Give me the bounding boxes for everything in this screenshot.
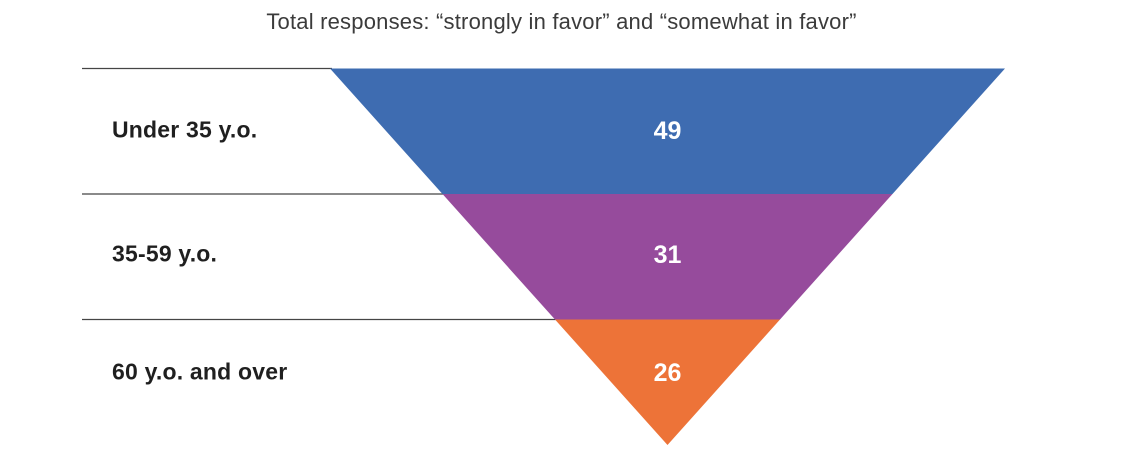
segment-value-35-59: 31 xyxy=(654,241,682,269)
segment-value-under-35: 49 xyxy=(654,117,682,145)
funnel-segment-60-over xyxy=(555,319,780,445)
category-label-35-59: 35-59 y.o. xyxy=(112,240,218,267)
chart-title: Total responses: “strongly in favor” and… xyxy=(266,9,857,34)
funnel-segment-under-35 xyxy=(330,68,1005,194)
funnel-segment-35-59 xyxy=(442,194,893,320)
category-label-under-35: Under 35 y.o. xyxy=(112,116,258,143)
segment-value-60-over: 26 xyxy=(654,359,682,387)
category-label-60-over: 60 y.o. and over xyxy=(112,358,288,385)
